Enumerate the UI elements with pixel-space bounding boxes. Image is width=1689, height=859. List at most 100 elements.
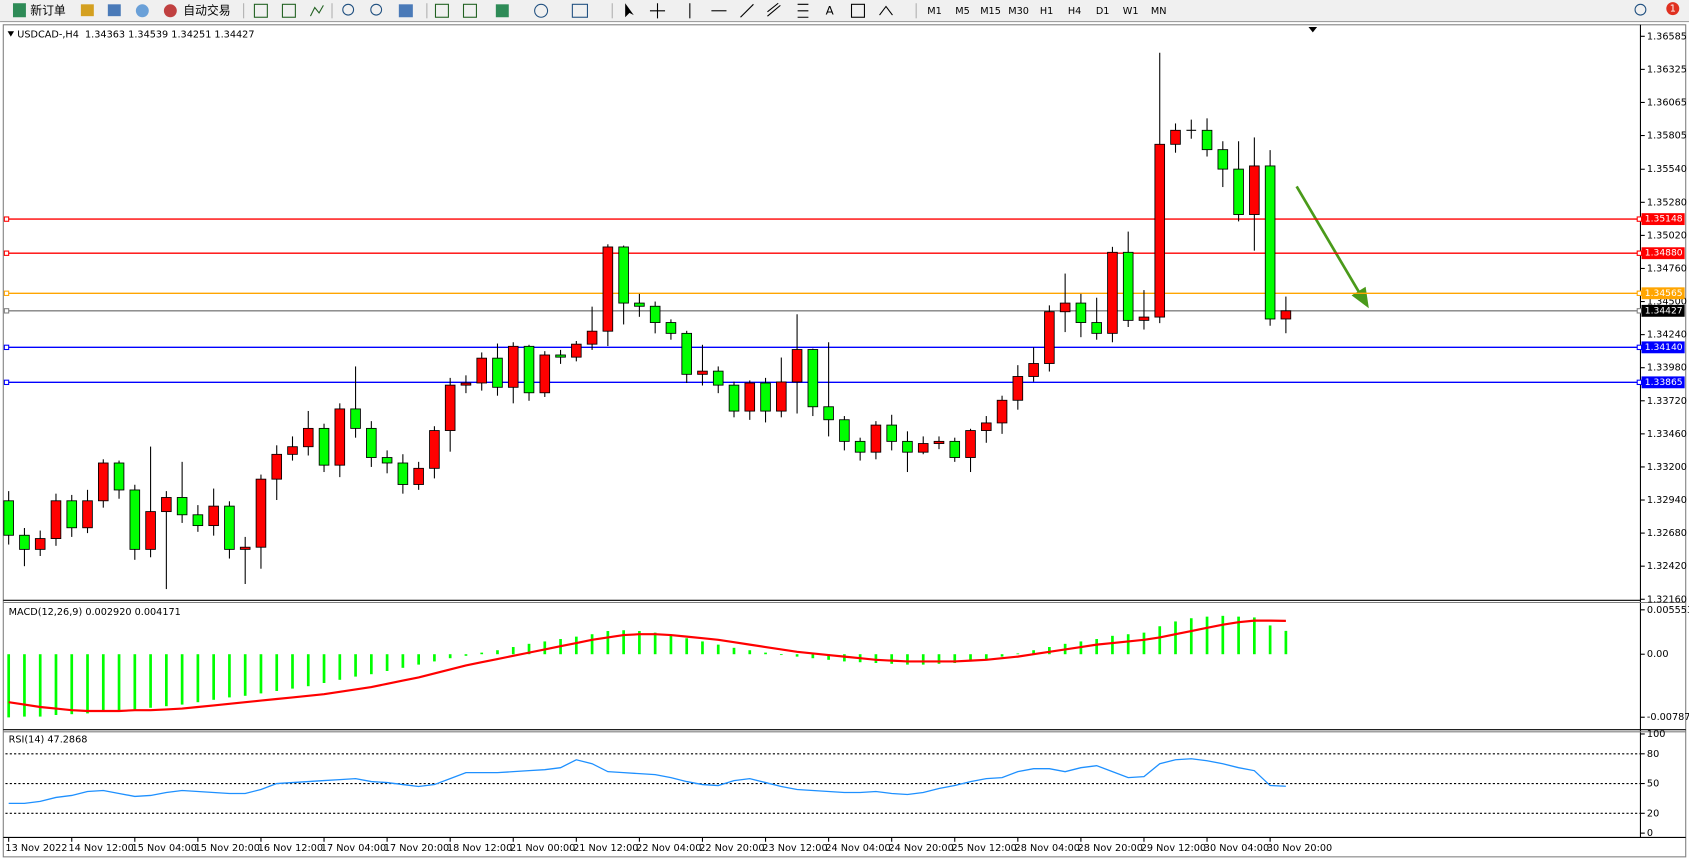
candle-body: [1280, 310, 1292, 320]
scroll-icon[interactable]: [434, 3, 449, 18]
timeframe-button: H4: [1068, 6, 1081, 17]
cursor-icon[interactable]: [625, 3, 634, 18]
candle-body: [239, 546, 251, 550]
candle-body: [1122, 251, 1134, 321]
new-order-icon[interactable]: [12, 3, 26, 18]
arrow-shaft: [1295, 185, 1362, 295]
level-handle: [1636, 216, 1643, 222]
zoom-out-icon[interactable]: [370, 3, 383, 16]
candle-body: [50, 500, 62, 539]
new-order-button[interactable]: 新订单: [30, 3, 66, 17]
candle-body: [1044, 311, 1055, 364]
timeframe-button: D1: [1096, 6, 1110, 17]
candle-body: [539, 354, 551, 394]
x-tick-label: 29 Nov 12:00: [1141, 843, 1206, 854]
y-tick-label: 100: [1647, 729, 1666, 740]
template-icon[interactable]: [571, 3, 588, 18]
icon[interactable]: [135, 4, 149, 18]
y-tick-label: -0.007879: [1647, 712, 1689, 723]
candle-body: [1138, 316, 1150, 321]
candle-body: [255, 478, 267, 548]
arrows-icon[interactable]: [879, 5, 893, 16]
x-tick-label: 25 Nov 12:00: [952, 843, 1017, 854]
level-handle: [1636, 250, 1643, 256]
candle-body: [854, 440, 866, 453]
crosshair-icon[interactable]: [649, 3, 666, 19]
y-tick-label: 1.34500: [1647, 297, 1687, 308]
candle-body: [996, 399, 1008, 424]
trendline-icon[interactable]: [740, 3, 754, 18]
period-icon[interactable]: [534, 3, 549, 18]
x-tick-label: 24 Nov 04:00: [825, 843, 890, 854]
tile-icon[interactable]: [398, 4, 413, 18]
y-tick-label: 1.35020: [1647, 230, 1687, 241]
chart-frame: [2, 24, 1687, 858]
y-tick-label: 1.33980: [1647, 363, 1687, 374]
timeframe-button: W1: [1123, 6, 1139, 17]
fibo-icon[interactable]: [797, 3, 809, 18]
candle-body: [823, 406, 834, 421]
search-icon[interactable]: [1634, 3, 1647, 16]
candle-body: [34, 538, 46, 550]
icon[interactable]: [80, 4, 94, 17]
candle-body: [208, 505, 219, 527]
candle-body: [1091, 322, 1102, 334]
candle-body: [1233, 168, 1244, 215]
candle-body: [839, 419, 850, 442]
level-handle: [3, 250, 10, 256]
candle-body: [460, 382, 472, 386]
timeframe-button: M15: [980, 6, 1001, 17]
candle-body: [902, 440, 913, 453]
level-label: 1.33865: [1645, 377, 1683, 388]
y-tick-label: 1.33460: [1647, 429, 1687, 440]
text-tool[interactable]: A: [826, 3, 834, 17]
line-chart-icon[interactable]: [309, 5, 324, 17]
icon[interactable]: [107, 4, 121, 17]
candle-body: [113, 462, 125, 491]
auto-trading-icon[interactable]: [163, 4, 177, 18]
x-tick-label: 18 Nov 12:00: [447, 843, 512, 854]
candle-body: [271, 453, 283, 480]
channel-icon[interactable]: [767, 2, 781, 17]
level-label-bg: [1641, 287, 1685, 300]
chart-shift-marker[interactable]: [1308, 26, 1318, 33]
candle-body: [1170, 129, 1181, 145]
y-tick-label: 1.35540: [1647, 164, 1687, 175]
candle-body: [413, 467, 424, 485]
candle-body: [129, 489, 141, 550]
indicators-icon[interactable]: [495, 4, 509, 18]
x-tick-label: 22 Nov 04:00: [636, 843, 701, 854]
shift-icon[interactable]: [462, 3, 477, 18]
timeframes: M1 M5 M15 M30 H1 H4 D1 W1 MN: [927, 6, 1166, 17]
bar-chart-icon[interactable]: [253, 3, 268, 18]
arrow-head: [1351, 286, 1369, 309]
toolbar-bg: [0, 0, 1689, 22]
candle-chart-icon[interactable]: [281, 3, 296, 18]
x-tick-label: 17 Nov 04:00: [321, 843, 386, 854]
candle-body: [1249, 165, 1260, 215]
level-handle: [1636, 344, 1643, 351]
candle-body: [791, 349, 803, 383]
zoom-in-icon[interactable]: [342, 3, 355, 16]
candle-body: [649, 305, 661, 323]
notification-icon[interactable]: [1666, 2, 1680, 16]
candle-body: [712, 370, 724, 386]
auto-trading-button[interactable]: 自动交易: [183, 3, 230, 17]
level-label: 1.35148: [1645, 214, 1683, 225]
candle-body: [1075, 302, 1087, 323]
candle-body: [602, 246, 614, 332]
level-label: 1.34565: [1645, 288, 1683, 299]
candle-body: [697, 370, 708, 375]
annotation-arrow: [1295, 185, 1369, 309]
x-tick-label: 17 Nov 20:00: [384, 843, 449, 854]
x-tick-label: 13 Nov 2022: [5, 843, 67, 854]
candle-body: [807, 349, 819, 408]
y-tick-label: 1.35805: [1647, 131, 1687, 142]
candle-body: [192, 514, 204, 527]
notification-badge[interactable]: 1: [1670, 4, 1676, 15]
candle-body: [917, 443, 929, 453]
candle-body: [665, 322, 677, 334]
label-icon[interactable]: [850, 3, 865, 18]
